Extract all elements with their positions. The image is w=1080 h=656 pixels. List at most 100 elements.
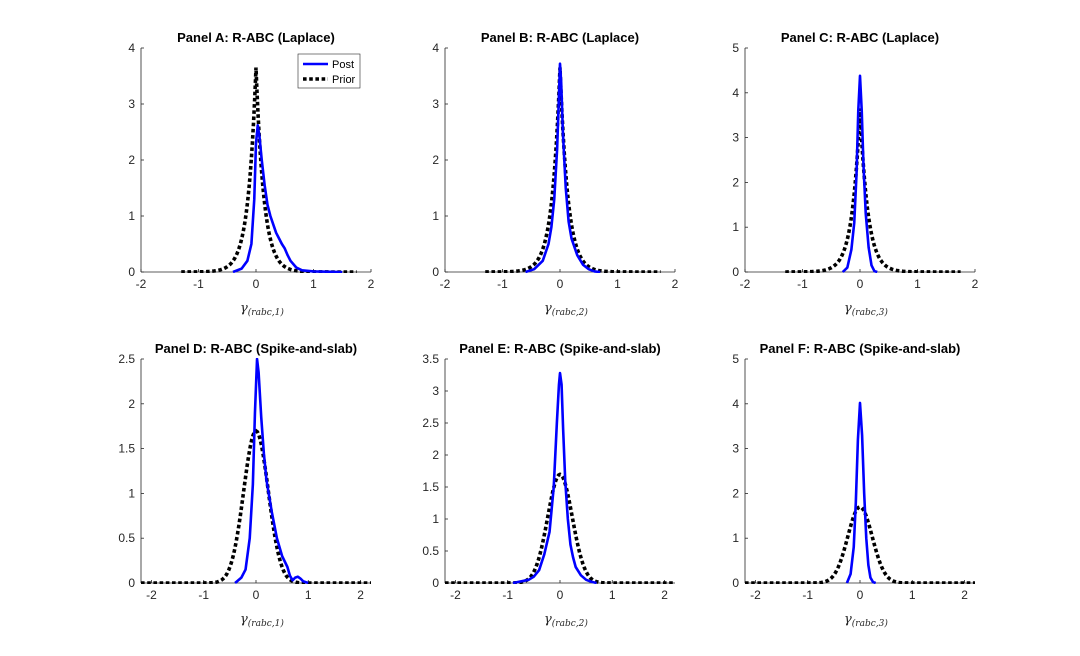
- x-tick-label: -1: [497, 277, 508, 291]
- x-tick-label: 0: [857, 588, 864, 602]
- panel-title: Panel F: R-ABC (Spike-and-slab): [760, 341, 961, 356]
- y-tick-label: 5: [732, 41, 739, 55]
- x-tick-label: -1: [502, 588, 513, 602]
- x-tick-label: -2: [450, 588, 461, 602]
- series-post-line: [512, 371, 597, 584]
- panel-title: Panel A: R-ABC (Laplace): [177, 30, 335, 45]
- y-tick-label: 3: [432, 384, 439, 398]
- series-prior-line: [785, 108, 961, 273]
- x-tick-label: 1: [310, 277, 317, 291]
- x-tick-label: -2: [146, 588, 157, 602]
- x-tick-label: -2: [750, 588, 761, 602]
- x-tick-label: -2: [136, 277, 147, 291]
- y-tick-label: 5: [732, 352, 739, 366]
- series-post-line: [234, 358, 309, 584]
- series-prior-line: [181, 67, 357, 273]
- y-tick-label: 1.5: [422, 480, 439, 494]
- y-tick-label: 2: [128, 397, 135, 411]
- y-tick-label: 4: [128, 41, 135, 55]
- y-tick-label: 1.5: [118, 442, 135, 456]
- y-tick-label: 0: [432, 265, 439, 279]
- y-tick-label: 1: [128, 486, 135, 500]
- series-prior-line: [141, 428, 371, 584]
- panel-title: Panel E: R-ABC (Spike-and-slab): [459, 341, 661, 356]
- panel-a: Panel A: R-ABC (Laplace) -2 -1 0 1 2 0 1 2 3 4 γ(ra…: [128, 30, 374, 318]
- y-tick-label: 4: [732, 397, 739, 411]
- x-tick-label: -1: [193, 277, 204, 291]
- x-tick-label: 2: [961, 588, 968, 602]
- legend: Post Prior: [297, 53, 361, 89]
- x-tick-label: 2: [357, 588, 364, 602]
- x-tick-label: 2: [368, 277, 375, 291]
- y-tick-label: 0: [432, 576, 439, 590]
- series-prior-line: [745, 505, 975, 584]
- y-tick-label: 1: [732, 531, 739, 545]
- y-tick-label: 0: [128, 265, 135, 279]
- x-axis-label: γ(rabc,1): [240, 612, 284, 629]
- y-tick-label: 3: [732, 442, 739, 456]
- x-tick-label: 2: [661, 588, 668, 602]
- y-tick-label: 2: [432, 153, 439, 167]
- panel-e: Panel E: R-ABC (Spike-and-slab) -2 -1 0 1 2 0 0…: [422, 341, 675, 629]
- y-tick-label: 0: [732, 576, 739, 590]
- panel-c: Panel C: R-ABC (Laplace) -2 -1 0 1 2 0 1 2 3 4 5 γ(r…: [732, 30, 978, 318]
- y-tick-label: 0.5: [118, 531, 135, 545]
- legend-prior-label: Prior: [332, 74, 356, 86]
- panel-title: Panel C: R-ABC (Laplace): [781, 30, 939, 45]
- x-axis-label: γ(rabc,3): [844, 612, 888, 629]
- x-tick-label: 1: [609, 588, 616, 602]
- panel-b: Panel B: R-ABC (Laplace) -2 -1 0 1 2 0 1 2 3 4 γ(ra…: [432, 30, 678, 318]
- x-axis-label: γ(rabc,3): [844, 301, 888, 318]
- series-prior-line: [485, 67, 661, 273]
- y-tick-label: 1: [128, 209, 135, 223]
- y-tick-label: 2: [432, 448, 439, 462]
- x-tick-label: 1: [614, 277, 621, 291]
- y-tick-label: 0: [732, 265, 739, 279]
- x-axis-label: γ(rabc,2): [544, 301, 588, 318]
- y-tick-label: 2: [732, 486, 739, 500]
- x-tick-label: 0: [557, 277, 564, 291]
- series-prior-line: [445, 472, 675, 584]
- series-post-line: [841, 74, 878, 273]
- y-tick-label: 2: [128, 153, 135, 167]
- x-axis-label: γ(rabc,2): [544, 612, 588, 629]
- x-tick-label: -1: [802, 588, 813, 602]
- y-tick-label: 1: [432, 209, 439, 223]
- series-post-line: [232, 123, 343, 273]
- y-tick-label: 1: [732, 220, 739, 234]
- y-tick-label: 0: [128, 576, 135, 590]
- x-tick-label: 2: [672, 277, 679, 291]
- y-tick-label: 3: [432, 97, 439, 111]
- x-tick-label: 0: [253, 588, 260, 602]
- legend-box: [297, 53, 361, 89]
- y-tick-label: 1: [432, 512, 439, 526]
- panel-title: Panel D: R-ABC (Spike-and-slab): [155, 341, 357, 356]
- y-tick-label: 2.5: [422, 416, 439, 430]
- x-tick-label: 2: [972, 277, 979, 291]
- series-post-line: [845, 401, 877, 584]
- panel-f: Panel F: R-ABC (Spike-and-slab) -2 -1 0 1 2 0 1…: [732, 341, 975, 629]
- x-tick-label: 0: [557, 588, 564, 602]
- x-tick-label: -1: [198, 588, 209, 602]
- y-tick-label: 2.5: [118, 352, 135, 366]
- x-tick-label: 1: [909, 588, 916, 602]
- x-tick-label: -2: [440, 277, 451, 291]
- x-axis-label: γ(rabc,1): [240, 301, 284, 318]
- legend-post-label: Post: [332, 59, 354, 71]
- y-tick-label: 4: [732, 86, 739, 100]
- y-tick-label: 3: [732, 131, 739, 145]
- panel-d: Panel D: R-ABC (Spike-and-slab) -2 -1 0 1 2 0 0…: [118, 341, 371, 629]
- y-tick-label: 3: [128, 97, 135, 111]
- x-tick-label: 1: [914, 277, 921, 291]
- series-post-line: [525, 62, 601, 273]
- y-tick-label: 3.5: [422, 352, 439, 366]
- x-tick-label: -2: [740, 277, 751, 291]
- y-tick-label: 4: [432, 41, 439, 55]
- x-tick-label: 0: [857, 277, 864, 291]
- y-tick-label: 0.5: [422, 544, 439, 558]
- x-tick-label: -1: [797, 277, 808, 291]
- x-tick-label: 0: [253, 277, 260, 291]
- x-tick-label: 1: [305, 588, 312, 602]
- y-tick-label: 2: [732, 175, 739, 189]
